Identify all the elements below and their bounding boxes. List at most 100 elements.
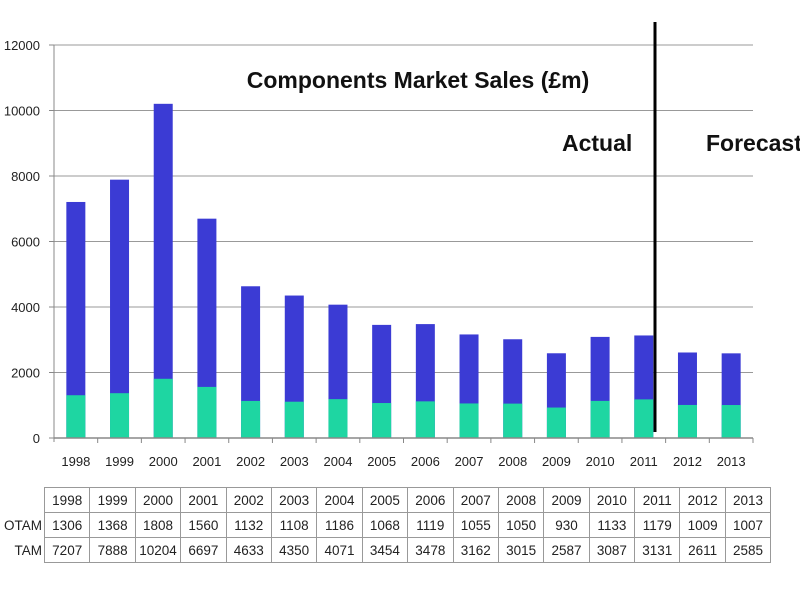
bar-otam-2002	[241, 400, 261, 438]
data-table: 1998 1999 2000 2001 2002 2003 2004 2005 2006 2007…	[0, 487, 772, 563]
table-cell: 3087	[588, 537, 636, 563]
table-header-cell: 2012	[679, 487, 726, 513]
table-cell: 930	[543, 512, 590, 538]
x-tick-label: 2012	[673, 454, 702, 469]
table-cell: 6697	[180, 537, 227, 563]
table-header-cell: 2013	[724, 487, 772, 513]
table-header-cell: 2008	[497, 487, 545, 513]
table-header-cell: 2006	[407, 487, 454, 513]
row-label: OTAM	[0, 512, 45, 538]
table-cell: 4350	[270, 537, 318, 563]
bar-otam-2000	[153, 378, 173, 438]
bar-otam-2003	[284, 401, 304, 438]
bar-tam-1998	[66, 201, 86, 438]
table-header-cell: 2011	[634, 487, 681, 513]
table-cell: 1050	[497, 512, 545, 538]
y-tick-label: 4000	[11, 300, 40, 315]
table-cell: 10204	[134, 537, 182, 563]
table-cell: 1368	[89, 512, 136, 538]
row-label: TAM	[0, 537, 45, 563]
bar-tam-2002	[241, 286, 261, 438]
bar-otam-2001	[197, 386, 217, 438]
bar-chart: 0 2000 4000 6000 8000 10000 12000 1998 1999 2000…	[4, 22, 800, 469]
table-header-cell: 2002	[225, 487, 272, 513]
y-axis-ticks: 0 2000 4000 6000 8000 10000 12000	[4, 38, 54, 446]
bar-otam-2010	[590, 400, 610, 438]
bar-otam-2008	[503, 403, 523, 438]
table-header-cell: 2003	[270, 487, 318, 513]
table-cell: 2611	[679, 537, 726, 563]
table-header-cell: 1999	[89, 487, 136, 513]
chart-title: Components Market Sales (£m)	[247, 67, 590, 93]
table-header-cell: 1998	[43, 487, 91, 513]
x-tick-label: 2006	[411, 454, 440, 469]
x-tick-label: 2013	[717, 454, 746, 469]
table-cell: 1186	[316, 512, 363, 538]
table-header-cell: 2001	[180, 487, 227, 513]
y-tick-label: 6000	[11, 235, 40, 250]
x-axis-ticks: 1998 1999 2000 2001 2002 2003 2004 2005 2006 2007…	[61, 438, 754, 469]
table-corner	[0, 488, 45, 513]
x-tick-label: 2000	[149, 454, 178, 469]
table-cell: 1179	[634, 512, 681, 538]
table-cell: 3015	[497, 537, 545, 563]
x-tick-label: 2002	[236, 454, 265, 469]
table-header-row: 1998 1999 2000 2001 2002 2003 2004 2005 2006 2007…	[0, 487, 772, 513]
x-tick-label: 2003	[280, 454, 309, 469]
bar-otam-2005	[372, 403, 392, 438]
table-cell: 1132	[225, 512, 272, 538]
x-tick-label: 2005	[367, 454, 396, 469]
bar-otam-2012	[677, 404, 697, 438]
table-header-cell: 2000	[134, 487, 182, 513]
table-cell: 4633	[225, 537, 272, 563]
table-cell: 1009	[679, 512, 726, 538]
bar-tam-2001	[197, 218, 217, 438]
bar-otam-1999	[110, 393, 130, 438]
y-tick-label: 8000	[11, 169, 40, 184]
bar-otam-2011	[634, 399, 654, 438]
table-cell: 1055	[452, 512, 499, 538]
table-header-cell: 2004	[316, 487, 363, 513]
table-cell: 2585	[724, 537, 772, 563]
table-row-otam: OTAM 1306 1368 1808 1560 1132 1108 1186 1068 1119…	[0, 512, 772, 538]
table-cell: 1133	[588, 512, 636, 538]
forecast-label: Forecast	[706, 130, 800, 156]
x-tick-label: 1999	[105, 454, 134, 469]
table-header-cell: 2010	[588, 487, 636, 513]
table-cell: 1119	[407, 512, 454, 538]
bar-tam-2000	[153, 103, 173, 438]
y-tick-label: 2000	[11, 366, 40, 381]
bar-otam-2004	[328, 399, 348, 438]
table-cell: 1068	[361, 512, 409, 538]
x-tick-label: 2007	[455, 454, 484, 469]
x-tick-label: 2009	[542, 454, 571, 469]
table-cell: 1808	[134, 512, 182, 538]
table-cell: 2587	[543, 537, 590, 563]
bar-otam-2013	[721, 405, 741, 438]
table-cell: 7888	[89, 537, 136, 563]
table-cell: 3162	[452, 537, 499, 563]
table-cell: 1306	[43, 512, 91, 538]
bar-otam-2007	[459, 403, 479, 438]
x-tick-label: 1998	[61, 454, 90, 469]
x-tick-label: 2004	[324, 454, 353, 469]
y-tick-label: 10000	[4, 104, 40, 119]
actual-label: Actual	[562, 130, 632, 156]
x-tick-label: 2010	[586, 454, 615, 469]
table-header-cell: 2005	[361, 487, 409, 513]
table-cell: 1108	[270, 512, 318, 538]
bars	[66, 103, 741, 438]
table-cell: 4071	[316, 537, 363, 563]
bar-otam-2009	[546, 407, 566, 438]
x-tick-label: 2001	[192, 454, 221, 469]
table-header-cell: 2007	[452, 487, 499, 513]
x-tick-label: 2011	[630, 454, 658, 469]
table-header-cell: 2009	[543, 487, 590, 513]
y-tick-label: 12000	[4, 38, 40, 53]
bar-otam-1998	[66, 395, 86, 438]
table-cell: 3454	[361, 537, 409, 563]
table-cell: 1007	[724, 512, 772, 538]
table-row-tam: TAM 7207 7888 10204 6697 4633 4350 4071 3454 3478…	[0, 537, 772, 563]
bar-otam-2006	[415, 401, 435, 438]
table-cell: 3131	[634, 537, 681, 563]
